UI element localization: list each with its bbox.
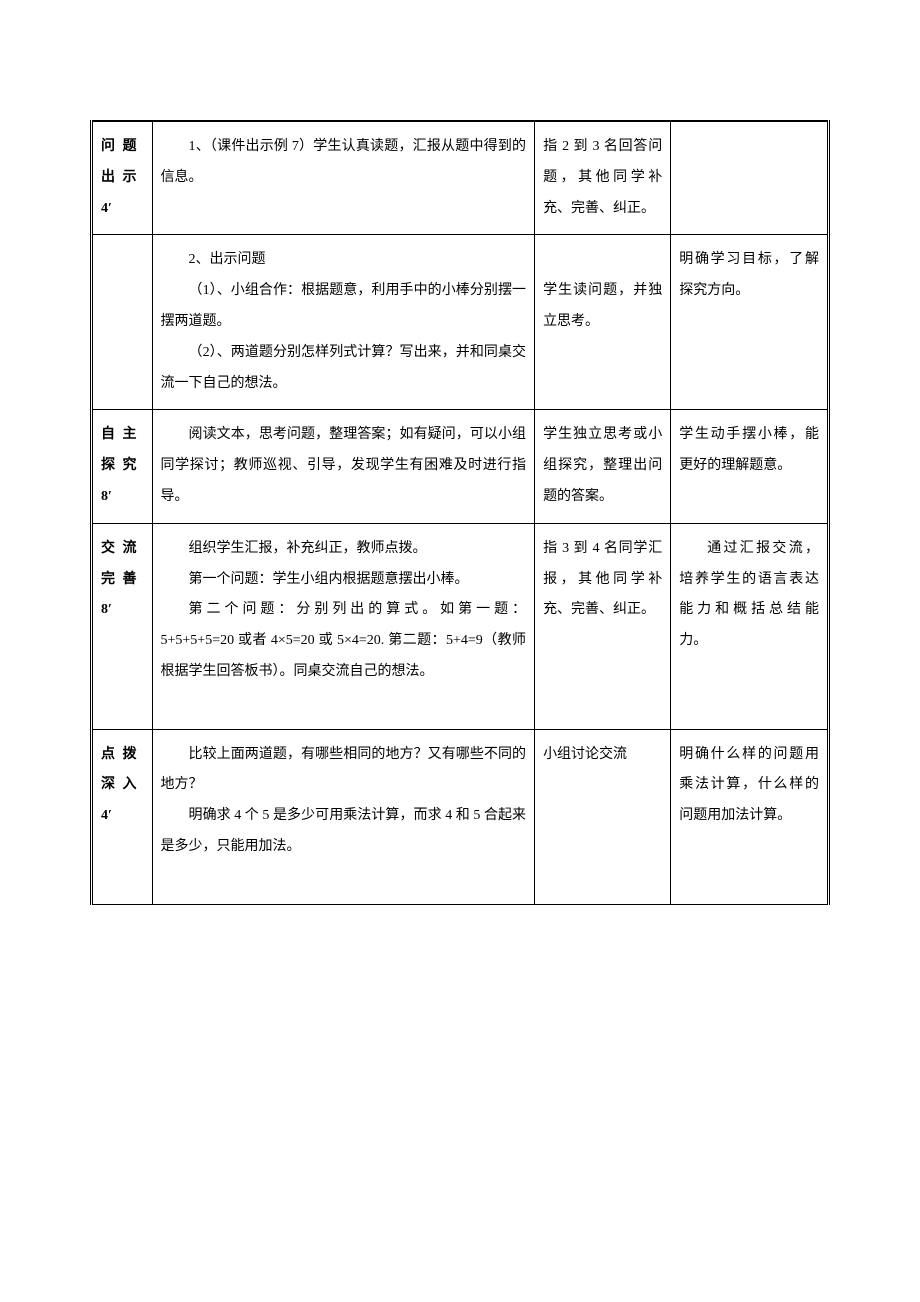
- stage-label: 问 题: [101, 132, 144, 163]
- activity-cell: 小组讨论交流: [535, 729, 671, 904]
- stage-label: 探 究: [101, 451, 144, 482]
- stage-label: 出 示: [101, 163, 144, 194]
- table-row: 点 拨 深 入 4′ 比较上面两道题，有哪些相同的地方？又有哪些不同的地方？ 明…: [92, 729, 829, 904]
- content-text: （2）、两道题分别怎样列式计算？写出来，并和同桌交流一下自己的想法。: [161, 338, 527, 400]
- lesson-plan-table: 问 题 出 示 4′ 1、（课件出示例 7）学生认真读题，汇报从题中得到的信息。…: [90, 120, 830, 905]
- stage-label-cell: 点 拨 深 入 4′: [92, 729, 153, 904]
- content-cell: 组织学生汇报，补充纠正，教师点拨。 第一个问题：学生小组内根据题意摆出小棒。 第…: [152, 523, 535, 729]
- table-row: 2、出示问题 （1）、小组合作：根据题意，利用手中的小棒分别摆一摆两道题。 （2…: [92, 235, 829, 410]
- activity-cell: 指 2 到 3 名回答问题，其他同学补充、完善、纠正。: [535, 121, 671, 235]
- content-text: 组织学生汇报，补充纠正，教师点拨。: [161, 534, 527, 565]
- stage-time: 4′: [101, 801, 144, 832]
- stage-time: 4′: [101, 194, 144, 225]
- content-text: 第一个问题：学生小组内根据题意摆出小棒。: [161, 565, 527, 596]
- activity-text: 学生读问题，并独立思考。: [543, 276, 662, 338]
- activity-text: 指 3 到 4 名同学汇报，其他同学补充、完善、纠正。: [543, 534, 662, 626]
- content-text: 第二个问题：分别列出的算式。如第一题：5+5+5+5=20 或者 4×5=20 …: [161, 595, 527, 687]
- content-cell: 阅读文本，思考问题，整理答案；如有疑问，可以小组同学探讨；教师巡视、引导，发现学…: [152, 410, 535, 523]
- content-text: 阅读文本，思考问题，整理答案；如有疑问，可以小组同学探讨；教师巡视、引导，发现学…: [161, 420, 527, 512]
- stage-time: 8′: [101, 482, 144, 513]
- note-text: 通过汇报交流，培养学生的语言表达能力和概括总结能力。: [679, 534, 819, 657]
- note-text: 明确学习目标，了解探究方向。: [679, 245, 819, 307]
- note-text: 明确什么样的问题用乘法计算，什么样的问题用加法计算。: [679, 740, 819, 832]
- content-cell: 1、（课件出示例 7）学生认真读题，汇报从题中得到的信息。: [152, 121, 535, 235]
- content-cell: 比较上面两道题，有哪些相同的地方？又有哪些不同的地方？ 明确求 4 个 5 是多…: [152, 729, 535, 904]
- content-text: 比较上面两道题，有哪些相同的地方？又有哪些不同的地方？: [161, 740, 527, 802]
- note-text: 学生动手摆小棒，能更好的理解题意。: [679, 420, 819, 482]
- note-cell: 明确什么样的问题用乘法计算，什么样的问题用加法计算。: [671, 729, 829, 904]
- stage-label-cell: 交 流 完 善 8′: [92, 523, 153, 729]
- content-text: （1）、小组合作：根据题意，利用手中的小棒分别摆一摆两道题。: [161, 276, 527, 338]
- table-row: 自 主 探 究 8′ 阅读文本，思考问题，整理答案；如有疑问，可以小组同学探讨；…: [92, 410, 829, 523]
- table-row: 交 流 完 善 8′ 组织学生汇报，补充纠正，教师点拨。 第一个问题：学生小组内…: [92, 523, 829, 729]
- note-cell: [671, 121, 829, 235]
- activity-cell: 学生读问题，并独立思考。: [535, 235, 671, 410]
- activity-cell: 指 3 到 4 名同学汇报，其他同学补充、完善、纠正。: [535, 523, 671, 729]
- stage-label-cell: [92, 235, 153, 410]
- stage-label: 交 流: [101, 534, 144, 565]
- activity-text: 指 2 到 3 名回答问题，其他同学补充、完善、纠正。: [543, 132, 662, 224]
- content-text: 1、（课件出示例 7）学生认真读题，汇报从题中得到的信息。: [161, 132, 527, 194]
- stage-label-cell: 问 题 出 示 4′: [92, 121, 153, 235]
- content-cell: 2、出示问题 （1）、小组合作：根据题意，利用手中的小棒分别摆一摆两道题。 （2…: [152, 235, 535, 410]
- stage-label: 点 拨: [101, 740, 144, 771]
- note-cell: 学生动手摆小棒，能更好的理解题意。: [671, 410, 829, 523]
- stage-label: 完 善: [101, 565, 144, 596]
- note-cell: 通过汇报交流，培养学生的语言表达能力和概括总结能力。: [671, 523, 829, 729]
- table-row: 问 题 出 示 4′ 1、（课件出示例 7）学生认真读题，汇报从题中得到的信息。…: [92, 121, 829, 235]
- content-text: 2、出示问题: [161, 245, 527, 276]
- stage-label: 深 入: [101, 770, 144, 801]
- stage-label: 自 主: [101, 420, 144, 451]
- activity-cell: 学生独立思考或小组探究，整理出问题的答案。: [535, 410, 671, 523]
- note-cell: 明确学习目标，了解探究方向。: [671, 235, 829, 410]
- activity-text: 小组讨论交流: [543, 740, 662, 771]
- stage-time: 8′: [101, 595, 144, 626]
- content-text: 明确求 4 个 5 是多少可用乘法计算，而求 4 和 5 合起来是多少，只能用加…: [161, 801, 527, 863]
- stage-label-cell: 自 主 探 究 8′: [92, 410, 153, 523]
- activity-text: 学生独立思考或小组探究，整理出问题的答案。: [543, 420, 662, 512]
